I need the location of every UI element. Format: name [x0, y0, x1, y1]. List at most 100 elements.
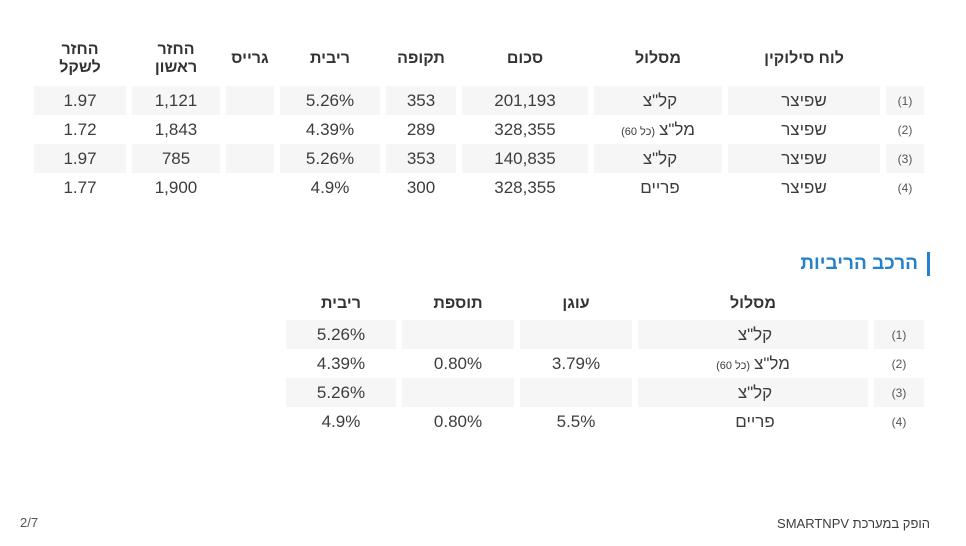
title-accent-bar: [927, 252, 930, 276]
period-cell: 353: [386, 144, 456, 173]
track-cell: קל"צ: [638, 378, 868, 407]
rate-cell: 5.26%: [280, 144, 380, 173]
first-payment-header-line2: ראשון: [154, 59, 198, 76]
row-number: (2): [891, 356, 907, 371]
margin-cell: 0.80%: [433, 411, 483, 431]
margin-cell: [402, 320, 514, 349]
rate-header: ריבית: [321, 295, 361, 313]
track-cell: קל"צ: [638, 320, 868, 349]
rate-cell: 4.9%: [321, 411, 361, 431]
track-cell: קל"צ: [594, 144, 722, 173]
schedule-header: לוח סילוקין: [764, 50, 844, 68]
amortization-header-row: לוח סילוקין מסלול סכום תקופה ריבית גרייס…: [34, 32, 924, 86]
footer-system-credit: הופק במערכת SMARTNPV: [777, 516, 930, 531]
table-row: (2) מל"צ(כל 60) 3.79% 0.80% 4.39%: [286, 349, 924, 378]
track-note: (כל 60): [621, 125, 656, 138]
first-payment-cell: 1,843: [154, 119, 198, 139]
first-payment-cell: 785: [132, 144, 220, 173]
row-number-header: [886, 32, 924, 86]
rates-header-row: מסלול עוגן תוספת ריבית: [286, 288, 924, 320]
track-header: מסלול: [635, 50, 681, 68]
per-shekel-header: החזר לשקל: [34, 32, 126, 86]
period-cell: 289: [406, 119, 436, 139]
table-row: (4) שפיצר פריים 328,355 300 4.9% 1,900 1…: [34, 173, 924, 202]
track-value: קל"צ: [642, 148, 678, 168]
rate-cell: 5.26%: [286, 378, 396, 407]
anchor-cell: [520, 320, 632, 349]
amount-cell: 328,355: [494, 177, 556, 197]
table-row: (3) שפיצר קל"צ 140,835 353 5.26% 785 1.9…: [34, 144, 924, 173]
grace-header: גרייס: [231, 50, 269, 68]
row-number: (3): [874, 378, 924, 407]
section-title: הרכב הריביות: [800, 253, 918, 274]
amount-cell: 140,835: [462, 144, 588, 173]
track-value: פריים: [735, 411, 775, 431]
period-header: תקופה: [397, 50, 445, 68]
grace-cell: [226, 173, 274, 202]
track-cell: קל"צ: [594, 86, 722, 115]
row-number: (1): [886, 86, 924, 115]
track-value: מל"צ: [754, 353, 790, 373]
per-shekel-cell: 1.97: [34, 86, 126, 115]
row-number-header: [874, 288, 924, 320]
first-payment-cell: 1,900: [154, 177, 198, 197]
track-header: מסלול: [730, 295, 776, 313]
track-value: פריים: [640, 177, 680, 197]
track-cell: פריים: [594, 173, 722, 202]
margin-header: תוספת: [433, 295, 483, 313]
schedule-cell: שפיצר: [781, 177, 827, 197]
track-cell: מל"צ(כל 60): [594, 115, 722, 144]
track-note: (כל 60): [716, 359, 751, 372]
schedule-cell: שפיצר: [728, 86, 880, 115]
track-value: קל"צ: [737, 382, 773, 402]
anchor-cell: [520, 378, 632, 407]
period-cell: 353: [386, 86, 456, 115]
table-row: (1) קל"צ 5.26%: [286, 320, 924, 349]
first-payment-header: החזר ראשון: [132, 32, 220, 86]
amount-cell: 201,193: [462, 86, 588, 115]
track-value: מל"צ: [659, 119, 695, 139]
row-number: (4): [897, 180, 913, 195]
row-number: (3): [886, 144, 924, 173]
rate-cell: 4.9%: [310, 177, 350, 197]
rate-cell: 4.39%: [305, 119, 355, 139]
first-payment-cell: 1,121: [132, 86, 220, 115]
schedule-cell: שפיצר: [728, 144, 880, 173]
grace-cell: [226, 86, 274, 115]
anchor-header: עוגן: [562, 295, 590, 313]
rates-section-header: הרכב הריביות: [0, 252, 930, 276]
rate-cell: 5.26%: [286, 320, 396, 349]
track-value: קל"צ: [642, 90, 678, 110]
grace-cell: [226, 115, 274, 144]
rates-table: מסלול עוגן תוספת ריבית (1) קל"צ 5.26% (2…: [280, 288, 930, 436]
per-shekel-header-line2: לשקל: [59, 59, 101, 76]
per-shekel-cell: 1.77: [63, 177, 97, 197]
table-row: (3) קל"צ 5.26%: [286, 378, 924, 407]
margin-cell: 0.80%: [433, 353, 483, 373]
period-cell: 300: [406, 177, 436, 197]
anchor-cell: 5.5%: [556, 411, 596, 431]
schedule-cell: שפיצר: [781, 119, 827, 139]
amount-cell: 328,355: [494, 119, 556, 139]
per-shekel-cell: 1.72: [63, 119, 97, 139]
per-shekel-cell: 1.97: [34, 144, 126, 173]
amount-header: סכום: [506, 50, 544, 68]
row-number: (4): [891, 414, 907, 429]
table-row: (2) שפיצר מל"צ(כל 60) 328,355 289 4.39% …: [34, 115, 924, 144]
rate-cell: 4.39%: [316, 353, 366, 373]
table-row: (1) שפיצר קל"צ 201,193 353 5.26% 1,121 1…: [34, 86, 924, 115]
row-number: (1): [874, 320, 924, 349]
margin-cell: [402, 378, 514, 407]
track-value: קל"צ: [737, 324, 773, 344]
rate-header: ריבית: [310, 50, 350, 68]
table-row: (4) פריים 5.5% 0.80% 4.9%: [286, 407, 924, 436]
row-number: (2): [897, 122, 913, 137]
amortization-table: לוח סילוקין מסלול סכום תקופה ריבית גרייס…: [28, 32, 930, 202]
grace-cell: [226, 144, 274, 173]
footer-page-number: 2/7: [20, 515, 39, 530]
track-cell: פריים: [638, 407, 868, 436]
rate-cell: 5.26%: [280, 86, 380, 115]
anchor-cell: 3.79%: [551, 353, 601, 373]
per-shekel-header-line1: החזר: [61, 41, 99, 59]
